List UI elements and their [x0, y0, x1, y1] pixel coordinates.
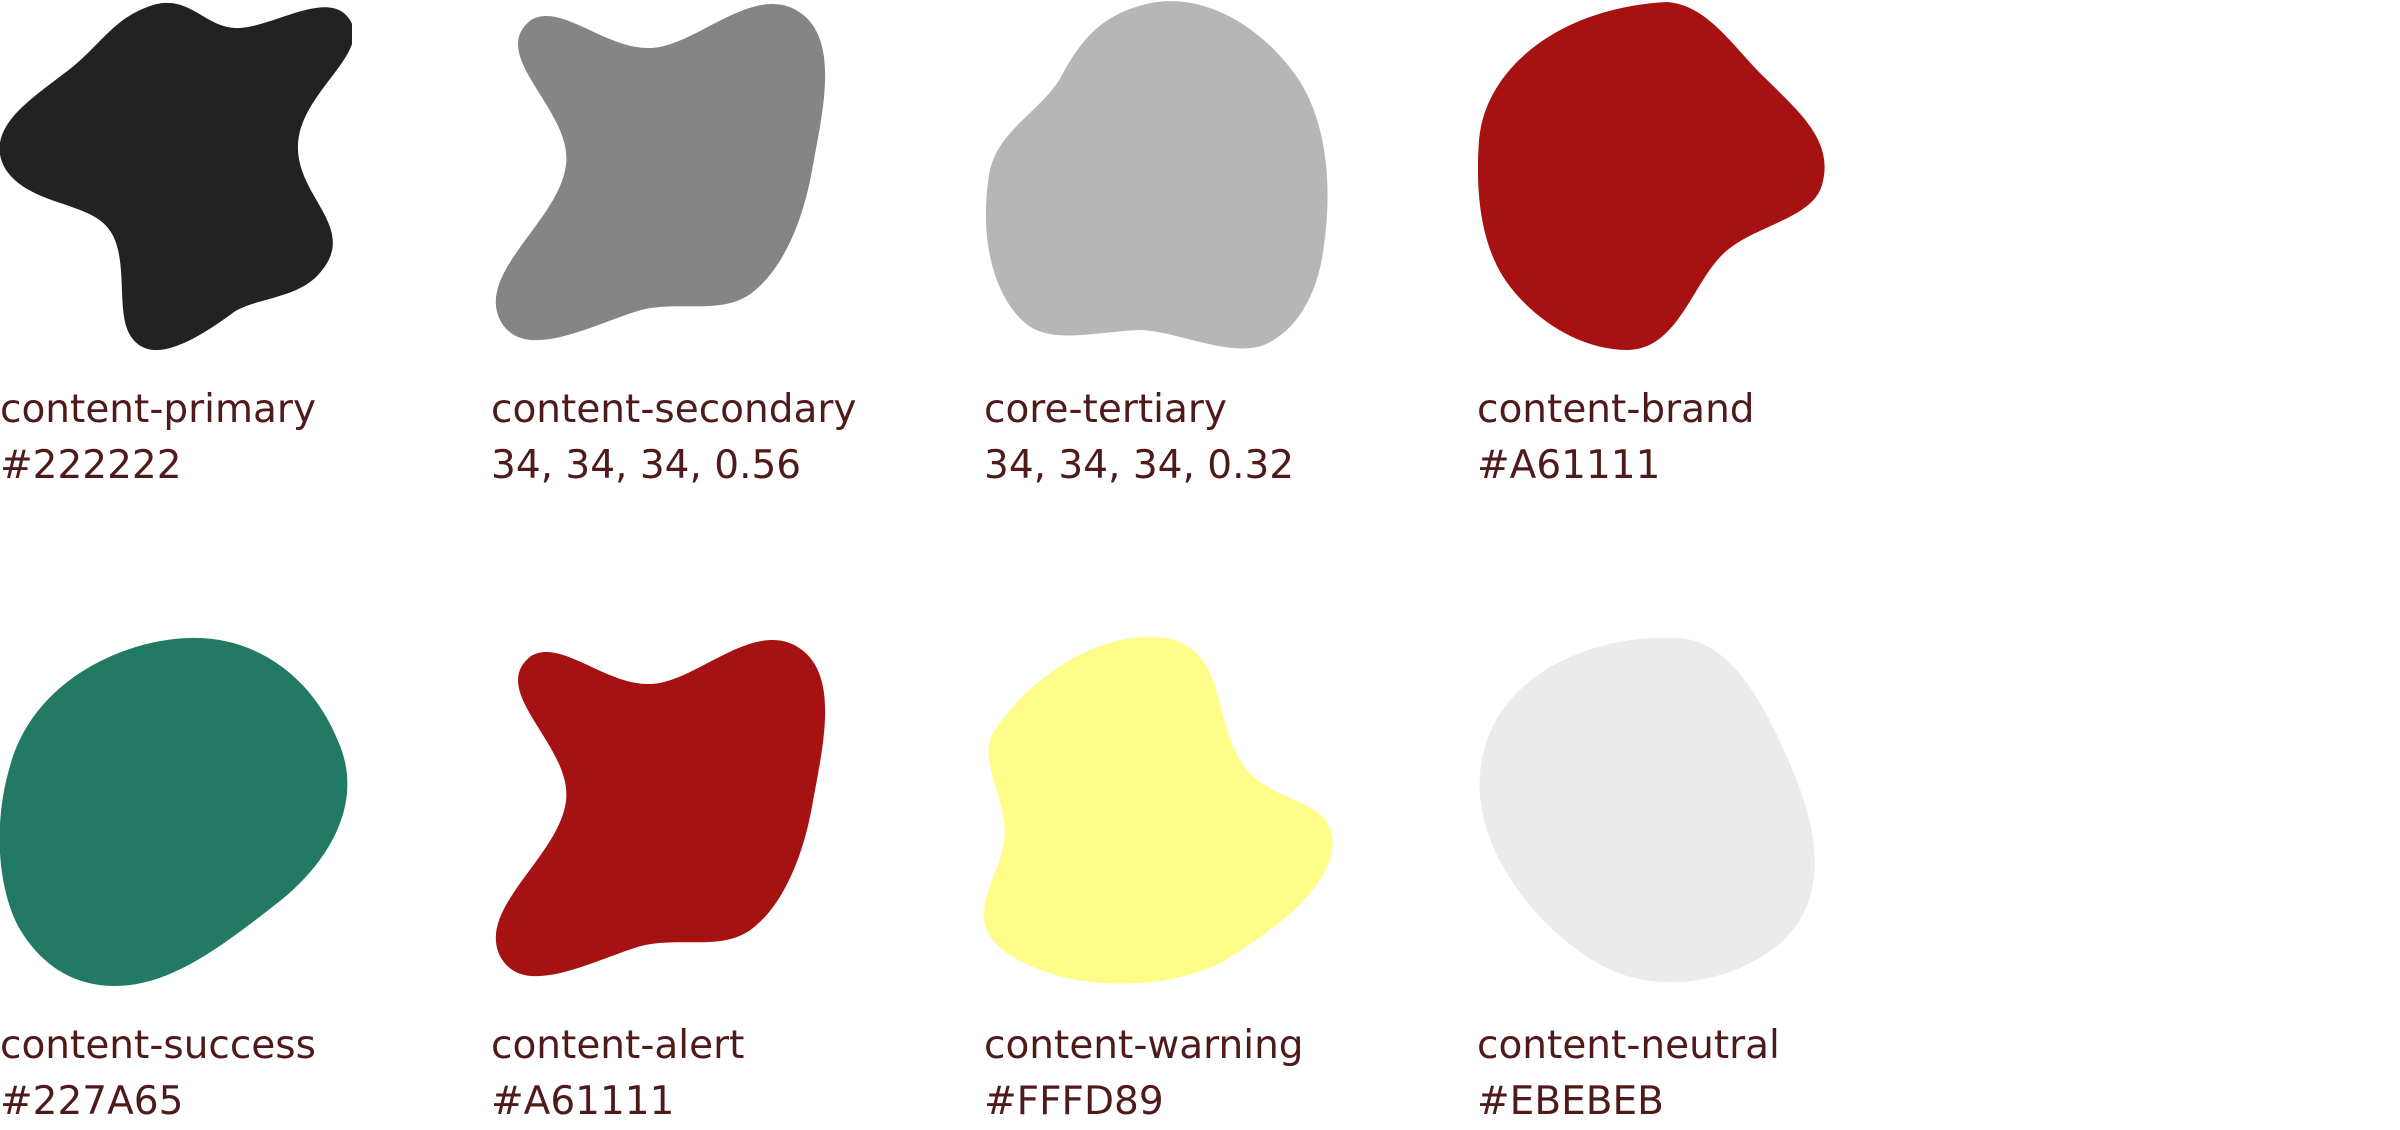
star-blob-icon	[0, 2, 352, 351]
swatch-value: #EBEBEB	[1477, 1079, 1664, 1124]
swatch-name: content-neutral	[1477, 1023, 1780, 1068]
swatch-value: #227A65	[0, 1079, 184, 1124]
swatch-name: content-alert	[491, 1023, 745, 1068]
swatch-value: #A61111	[491, 1079, 675, 1124]
swatch-content-brand: content-brand #A61111	[1477, 0, 1897, 494]
swatch-name: content-primary	[0, 387, 317, 432]
wave-blob-icon	[495, 639, 826, 977]
bean-blob-shape	[984, 636, 1333, 984]
swatch-content-secondary: content-secondary 34, 34, 34, 0.56	[491, 0, 911, 494]
swatch-name: content-brand	[1477, 387, 1755, 432]
pear-blob-icon	[985, 1, 1328, 349]
round-blob-icon	[0, 637, 348, 986]
swatch-name: content-success	[0, 1023, 316, 1068]
swatch-content-warning: content-warning #FFFD89	[984, 636, 1404, 1130]
swatch-name: content-secondary	[491, 387, 857, 432]
heart-blob-icon	[1477, 2, 1825, 350]
swatch-value: #A61111	[1477, 443, 1661, 488]
round-blob-shape	[0, 637, 348, 986]
wave-blob-shape	[495, 639, 826, 977]
wave-blob-shape	[495, 3, 826, 341]
swatch-value: #222222	[0, 443, 182, 488]
swatch-core-tertiary: core-tertiary 34, 34, 34, 0.32	[984, 0, 1404, 494]
egg-blob-shape	[1479, 637, 1815, 983]
pear-blob-shape	[985, 1, 1328, 349]
egg-blob-icon	[1479, 637, 1815, 983]
swatch-name: core-tertiary	[984, 387, 1228, 432]
swatch-value: 34, 34, 34, 0.56	[491, 443, 802, 488]
swatch-name: content-warning	[984, 1023, 1304, 1068]
swatch-content-alert: content-alert #A61111	[491, 636, 911, 1130]
swatch-value: 34, 34, 34, 0.32	[984, 443, 1295, 488]
swatch-content-primary: content-primary #222222	[0, 0, 420, 494]
wave-blob-icon	[495, 3, 826, 341]
bean-blob-icon	[984, 636, 1333, 984]
swatch-content-success: content-success #227A65	[0, 636, 420, 1130]
star-blob-shape	[0, 2, 352, 351]
swatch-content-neutral: content-neutral #EBEBEB	[1477, 636, 1897, 1130]
heart-blob-shape	[1477, 2, 1825, 350]
swatch-value: #FFFD89	[984, 1079, 1164, 1124]
